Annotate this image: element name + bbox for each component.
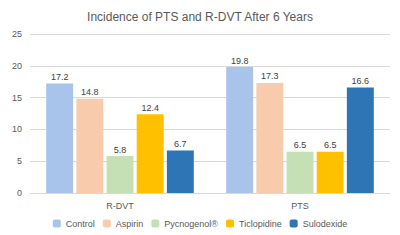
svg-text:Pycnogenol®: Pycnogenol® — [164, 219, 218, 229]
svg-text:R-DVT: R-DVT — [106, 201, 134, 211]
svg-text:17.3: 17.3 — [261, 71, 279, 81]
svg-text:10: 10 — [12, 124, 22, 134]
svg-text:6.5: 6.5 — [294, 140, 307, 150]
svg-text:Ticlopidine: Ticlopidine — [239, 219, 282, 229]
svg-text:19.8: 19.8 — [231, 56, 249, 66]
svg-text:6.5: 6.5 — [324, 140, 337, 150]
svg-text:Incidence of PTS and R-DVT Aft: Incidence of PTS and R-DVT After 6 Years — [87, 10, 313, 24]
svg-text:16.6: 16.6 — [352, 76, 370, 86]
svg-text:17.2: 17.2 — [51, 72, 69, 82]
svg-text:Control: Control — [66, 219, 95, 229]
svg-text:12.4: 12.4 — [141, 103, 159, 113]
svg-text:6.7: 6.7 — [174, 139, 187, 149]
svg-text:0: 0 — [17, 188, 22, 198]
svg-text:5.8: 5.8 — [114, 145, 127, 155]
svg-text:20: 20 — [12, 61, 22, 71]
svg-text:5: 5 — [17, 156, 22, 166]
svg-text:15: 15 — [12, 93, 22, 103]
svg-text:Aspirin: Aspirin — [116, 219, 144, 229]
svg-text:PTS: PTS — [291, 201, 309, 211]
svg-text:Sulodexide: Sulodexide — [303, 219, 348, 229]
svg-text:14.8: 14.8 — [81, 87, 99, 97]
svg-text:25: 25 — [12, 29, 22, 39]
